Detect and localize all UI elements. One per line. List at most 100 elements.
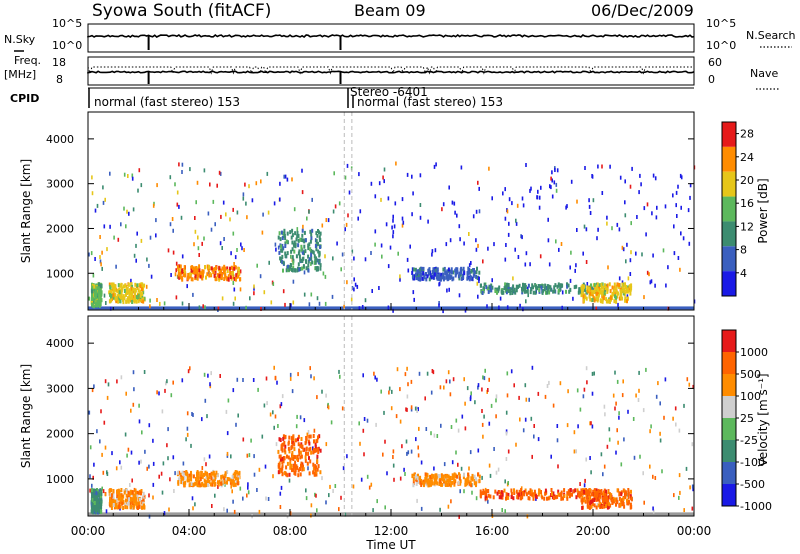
power-feature-cell — [219, 270, 222, 274]
velocity-echo-cell — [519, 417, 521, 422]
power-echo-cell — [456, 213, 458, 218]
power-feature-cell — [507, 286, 510, 291]
power-feature-cell — [437, 274, 440, 278]
velocity-feature-cell — [142, 491, 145, 496]
power-feature-cell — [590, 285, 593, 290]
velocity-echo-cell — [192, 506, 194, 511]
power-feature-cell — [142, 299, 145, 304]
velocity-feature-cell — [419, 475, 422, 480]
velocity-feature-cell — [608, 492, 611, 497]
power-feature-cell — [467, 270, 470, 275]
power-echo-cell — [411, 174, 413, 179]
velocity-feature-cell — [287, 446, 290, 451]
power-feature-cell — [95, 289, 97, 293]
power-echo-cell — [343, 304, 345, 309]
power-echo-cell — [101, 266, 103, 271]
power-feature-cell — [482, 286, 485, 291]
velocity-colorbar-tick-label: -500 — [740, 478, 765, 491]
power-echo-cell — [361, 305, 364, 309]
power-feature-cell — [291, 255, 294, 260]
velocity-colorbar-swatch — [722, 440, 736, 462]
velocity-feature-cell — [605, 496, 608, 501]
power-echo-cell — [665, 283, 667, 288]
power-feature-cell — [122, 300, 125, 305]
power-echo-cell — [99, 255, 101, 260]
power-feature-cell — [234, 277, 237, 282]
velocity-feature-cell — [457, 480, 460, 485]
power-echo-cell — [516, 203, 519, 208]
power-echo-cell — [487, 246, 489, 251]
power-echo-cell — [324, 274, 327, 279]
velocity-echo-cell — [203, 457, 206, 462]
power-feature-cell — [319, 263, 322, 268]
power-echo-cell — [538, 205, 541, 210]
power-feature-cell — [286, 231, 289, 236]
power-feature-cell — [626, 299, 628, 304]
power-feature-cell — [188, 272, 191, 277]
velocity-feature-cell — [615, 499, 618, 504]
power-feature-cell — [491, 285, 494, 290]
power-feature-cell — [593, 282, 596, 287]
velocity-echo-cell — [126, 453, 128, 458]
velocity-echo-cell — [359, 441, 361, 446]
velocity-colorbar-swatch — [722, 330, 736, 352]
power-echo-cell — [468, 232, 470, 236]
velocity-feature-cell — [605, 498, 608, 503]
velocity-feature-cell — [95, 507, 98, 512]
power-feature-cell — [413, 276, 416, 281]
velocity-echo-cell — [289, 511, 292, 516]
velocity-feature-cell — [428, 480, 431, 485]
power-echo-cell — [131, 176, 134, 181]
velocity-feature-cell — [109, 492, 112, 497]
velocity-marks — [87, 316, 695, 519]
power-feature-cell — [425, 272, 427, 277]
power-echo-cell — [459, 237, 461, 242]
cpid-text-2: Stereo -6401 — [350, 85, 428, 99]
power-feature-cell — [223, 270, 225, 275]
velocity-echo-cell — [415, 406, 418, 411]
velocity-feature-cell — [478, 474, 481, 479]
power-feature-cell — [496, 287, 498, 292]
velocity-feature-cell — [568, 491, 571, 496]
power-feature-cell — [114, 287, 116, 292]
power-echo-cell — [91, 191, 94, 196]
velocity-feature-cell — [302, 464, 304, 469]
velocity-feature-cell — [304, 458, 307, 463]
power-feature-cell — [116, 298, 119, 303]
power-feature-cell — [307, 268, 310, 273]
velocity-feature-cell — [596, 492, 599, 497]
power-feature-cell — [444, 271, 447, 276]
power-echo-cell — [104, 197, 106, 202]
power-feature-cell — [578, 287, 581, 292]
velocity-echo-cell — [573, 449, 576, 454]
velocity-echo-cell — [252, 378, 255, 382]
power-feature-cell — [486, 286, 489, 291]
velocity-feature-cell — [198, 480, 201, 485]
power-feature-cell — [605, 297, 608, 302]
velocity-echo-cell — [583, 483, 586, 488]
velocity-feature-cell — [308, 441, 311, 446]
velocity-echo-cell — [457, 462, 459, 467]
velocity-echo-cell — [567, 389, 569, 394]
velocity-feature-cell — [91, 491, 94, 496]
velocity-echo-cell — [683, 508, 685, 513]
power-echo-cell — [530, 186, 532, 191]
velocity-feature-cell — [135, 503, 138, 508]
velocity-echo-cell — [321, 476, 323, 481]
velocity-echo-cell — [219, 374, 221, 378]
velocity-echo-cell — [488, 463, 491, 468]
velocity-echo-cell — [455, 450, 457, 455]
velocity-echo-cell — [463, 489, 465, 494]
velocity-echo-cell — [659, 401, 661, 406]
power-feature-cell — [448, 274, 450, 279]
velocity-colorbar-swatch — [722, 396, 736, 418]
power-feature-cell — [98, 302, 101, 307]
power-echo-cell — [248, 184, 250, 189]
power-feature-cell — [426, 274, 429, 279]
velocity-feature-cell — [291, 436, 294, 441]
power-echo-cell — [88, 296, 90, 301]
power-echo-cell — [322, 271, 325, 276]
power-feature-cell — [141, 292, 144, 296]
power-echo-cell — [364, 257, 367, 262]
velocity-echo-cell — [169, 477, 171, 482]
